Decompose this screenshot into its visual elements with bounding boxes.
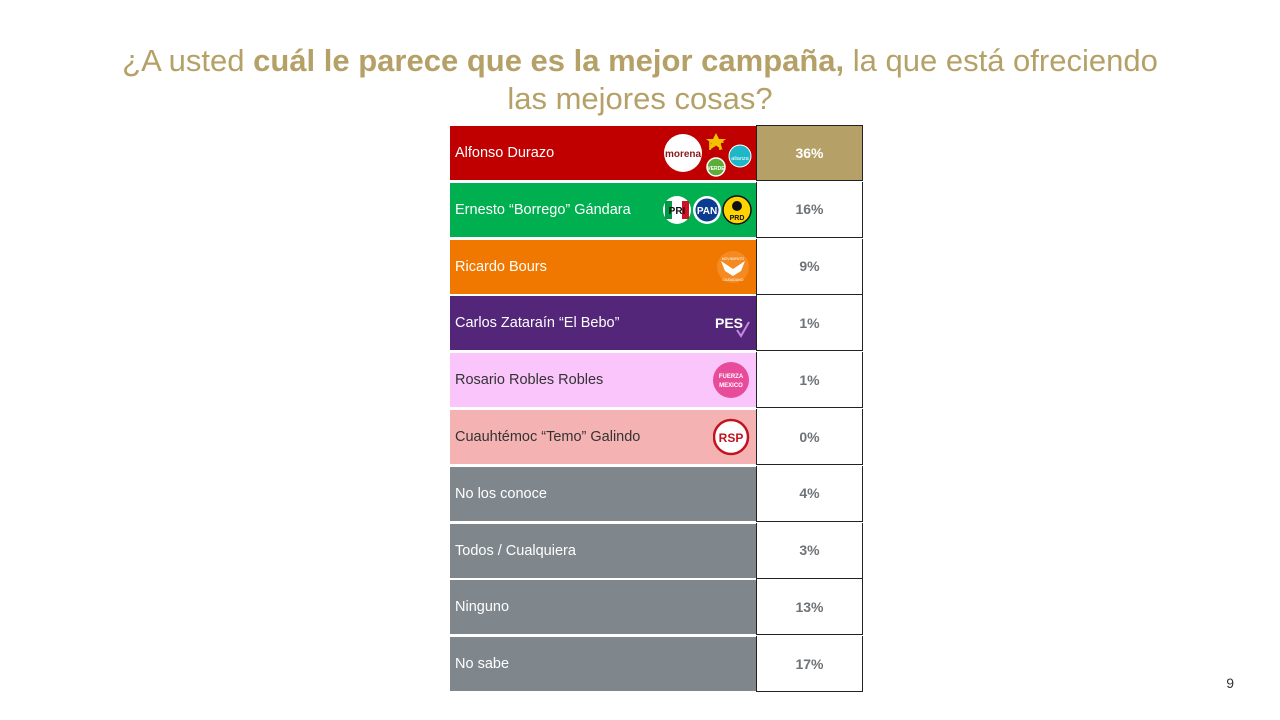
value-cell: 9%: [756, 238, 863, 295]
table-row: Carlos Zataraín “El Bebo” PES 1%: [450, 295, 864, 352]
svg-text:MOVIMIENTO: MOVIMIENTO: [722, 257, 745, 261]
svg-text:PRI: PRI: [669, 206, 686, 217]
movimiento-ciudadano-logo: MOVIMIENTO CIUDADANO: [717, 250, 749, 283]
svg-text:PES: PES: [715, 315, 743, 331]
pan-logo: PAN: [693, 195, 721, 224]
candidate-name: Todos / Cualquiera: [455, 542, 576, 559]
pt-logo: PT: [706, 133, 726, 153]
party-logos: MOVIMIENTO CIUDADANO: [717, 250, 749, 283]
table-row: No los conoce 4%: [450, 465, 864, 522]
candidate-cell: Alfonso Durazo morena PT VERDE alianza: [450, 126, 756, 180]
pes-logo: PES: [715, 315, 750, 339]
table-row: Ernesto “Borrego” Gándara PRI PAN PRD 16%: [450, 181, 864, 238]
candidate-cell: Ernesto “Borrego” Gándara PRI PAN PRD: [450, 182, 756, 237]
table-row: Alfonso Durazo morena PT VERDE alianza 36%: [450, 125, 864, 181]
table-row: Cuauhtémoc “Temo” Galindo RSP 0%: [450, 409, 864, 465]
candidate-name: Alfonso Durazo: [455, 145, 555, 161]
value-cell: 16%: [756, 181, 863, 238]
candidate-cell: No sabe: [450, 637, 756, 692]
svg-text:CIUDADANO: CIUDADANO: [722, 278, 743, 282]
title-part2: la que está ofreciendo: [844, 43, 1158, 78]
value-cell: 36%: [756, 125, 863, 181]
table-row: Todos / Cualquiera 3%: [450, 522, 864, 579]
svg-text:morena: morena: [665, 149, 702, 160]
value-cell: 17%: [756, 636, 863, 693]
morena-logo: morena: [664, 134, 702, 172]
candidate-cell: Rosario Robles Robles FUERZA MEXICO: [450, 353, 756, 408]
svg-text:RSP: RSP: [719, 431, 744, 445]
svg-text:alianza: alianza: [731, 156, 749, 162]
value-cell: 3%: [756, 522, 863, 579]
candidate-cell: Todos / Cualquiera: [450, 523, 756, 578]
party-logos: PRI PAN PRD: [663, 195, 752, 225]
value-cell: 1%: [756, 352, 863, 409]
candidate-name: Ricardo Bours: [455, 258, 547, 275]
table-row: Ninguno 13%: [450, 579, 864, 636]
candidate-cell: Ninguno: [450, 580, 756, 635]
title-bold: cuál le parece que es la mejor campaña,: [253, 43, 845, 78]
svg-text:MEXICO: MEXICO: [719, 383, 743, 389]
party-logos: morena PT VERDE alianza: [664, 133, 752, 177]
rsp-logo: RSP: [713, 418, 750, 456]
value-cell: 0%: [756, 409, 863, 465]
candidate-cell: Ricardo Bours MOVIMIENTO CIUDADANO: [450, 239, 756, 294]
svg-text:VERDE: VERDE: [707, 166, 725, 172]
table-row: No sabe 17%: [450, 636, 864, 693]
party-logos: PES: [715, 315, 750, 339]
candidate-cell: No los conoce: [450, 466, 756, 521]
candidate-name: Ernesto “Borrego” Gándara: [455, 201, 631, 218]
nueva-alianza-logo: alianza: [728, 144, 752, 168]
page-number: 9: [1226, 675, 1234, 691]
value-cell: 1%: [756, 295, 863, 352]
table-row: Rosario Robles Robles FUERZA MEXICO 1%: [450, 352, 864, 409]
candidate-name: No sabe: [455, 656, 510, 673]
party-logos: RSP: [713, 418, 750, 456]
pri-logo: PRI: [663, 195, 691, 224]
svg-text:PAN: PAN: [697, 206, 717, 217]
title-line2: las mejores cosas?: [507, 81, 773, 116]
candidate-cell: Carlos Zataraín “El Bebo” PES: [450, 296, 756, 351]
fuerza-mexico-logo: FUERZA MEXICO: [713, 362, 749, 399]
value-cell: 4%: [756, 465, 863, 522]
svg-text:PT: PT: [708, 139, 724, 153]
svg-text:FUERZA: FUERZA: [719, 374, 744, 380]
party-logos: FUERZA MEXICO: [713, 362, 749, 399]
prd-logo: PRD: [722, 195, 752, 225]
verde-logo: VERDE: [706, 157, 726, 177]
candidate-name: Ninguno: [455, 599, 510, 616]
candidate-cell: Cuauhtémoc “Temo” Galindo RSP: [450, 410, 756, 464]
value-cell: 13%: [756, 579, 863, 636]
title-part1: ¿A usted: [122, 43, 254, 78]
chart-title: ¿A usted cuál le parece que es la mejor …: [100, 42, 1180, 118]
candidate-name: No los conoce: [455, 485, 547, 502]
svg-text:PRD: PRD: [730, 215, 745, 222]
candidate-name: Cuauhtémoc “Temo” Galindo: [455, 429, 641, 445]
candidate-name: Rosario Robles Robles: [455, 372, 604, 389]
candidate-name: Carlos Zataraín “El Bebo”: [455, 315, 620, 332]
table-row: Ricardo Bours MOVIMIENTO CIUDADANO 9%: [450, 238, 864, 295]
